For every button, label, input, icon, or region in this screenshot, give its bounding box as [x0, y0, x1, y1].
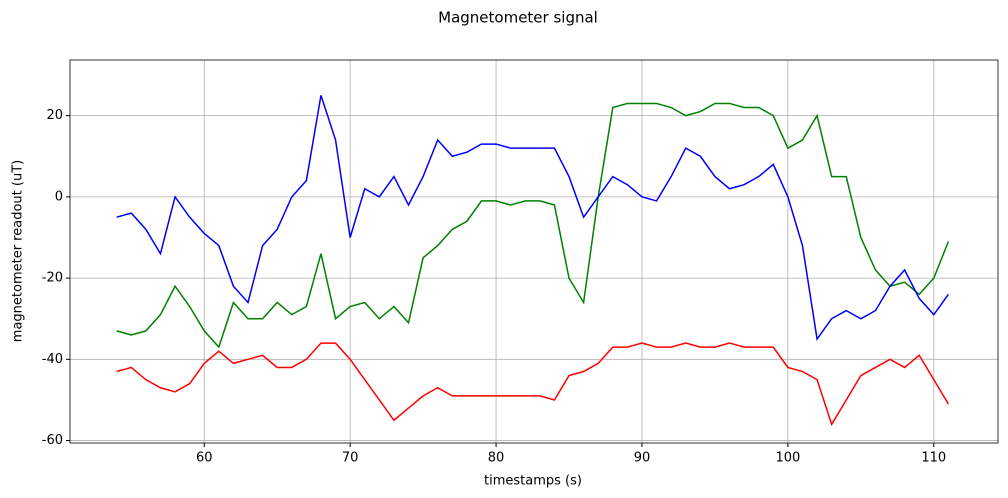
chart-title: Magnetometer signal — [438, 9, 598, 27]
x-tick-label: 70 — [342, 451, 359, 466]
y-tick-label: 20 — [46, 108, 63, 123]
x-tick-label: 90 — [634, 451, 651, 466]
data-line — [116, 95, 949, 341]
data-line — [116, 102, 950, 349]
x-axis-label: timestamps (s) — [484, 474, 582, 489]
x-tick-label: 80 — [488, 451, 505, 466]
y-tick-label: -40 — [42, 352, 63, 367]
y-tick-label: 0 — [55, 189, 63, 204]
x-tick-label: 110 — [921, 451, 946, 466]
y-tick-label: -60 — [42, 433, 63, 448]
x-tick-label: 60 — [196, 451, 213, 466]
plot-frame — [69, 59, 999, 444]
y-tick-label: -20 — [42, 271, 63, 286]
y-axis-label: magnetometer readout (uT) — [11, 160, 26, 342]
data-line — [116, 342, 950, 427]
x-tick-label: 100 — [775, 451, 800, 466]
